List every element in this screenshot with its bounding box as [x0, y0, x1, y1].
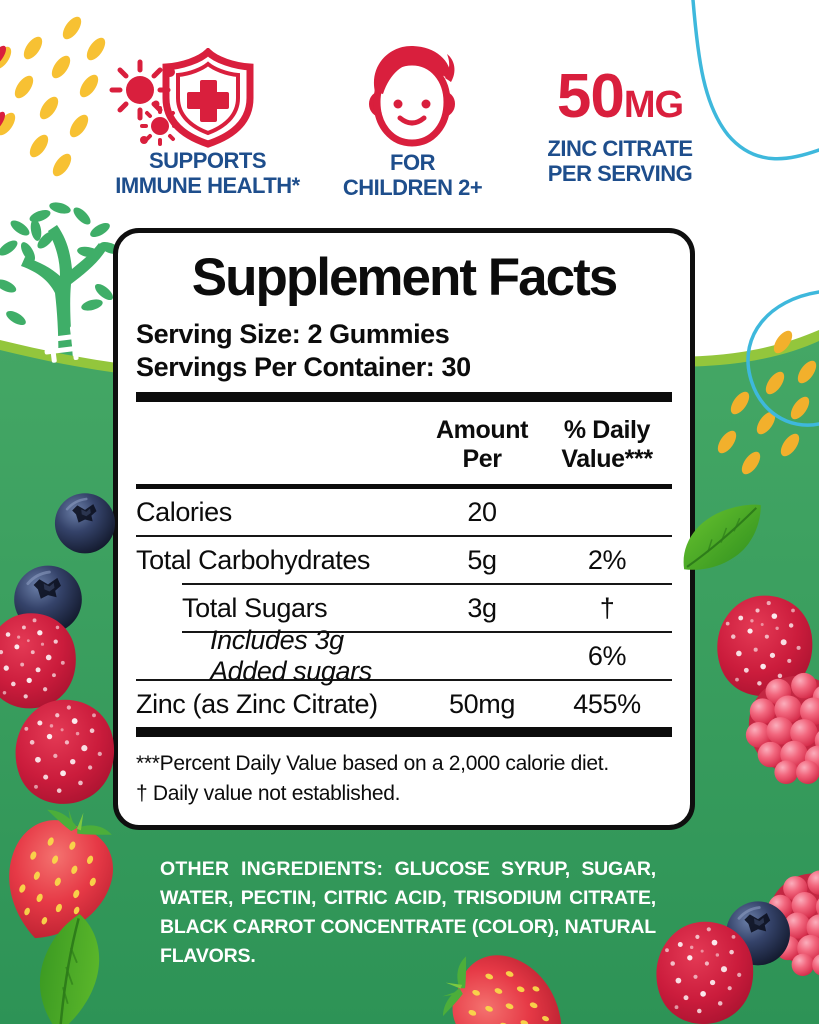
supplement-facts-panel: Supplement Facts Serving Size: 2 Gummies… — [113, 228, 695, 830]
dosage-amount: 50 — [556, 62, 625, 131]
divider-thin — [136, 535, 672, 537]
divider-thick-top — [136, 392, 672, 402]
panel-title: Supplement Facts — [191, 248, 618, 307]
footnote-dagger: † Daily value not established. — [136, 782, 401, 805]
footnotes: ***Percent Daily Value based on a 2,000 … — [136, 749, 672, 809]
divider-thin-indented — [182, 583, 672, 585]
other-ingredients: OTHER INGREDIENTS: GLUCOSE SYRUP, SUGAR,… — [160, 855, 656, 971]
divider-thin — [136, 679, 672, 681]
sugar-gummy-image — [656, 921, 754, 1024]
column-headers: Amount Per % Daily Value*** — [136, 402, 672, 484]
yellow-dots-right — [717, 330, 817, 475]
footnote-daily-value: ***Percent Daily Value based on a 2,000 … — [136, 752, 609, 775]
cyan-squiggle — [691, 0, 819, 427]
row-total-sugars: Total Sugars 3g † — [182, 592, 615, 623]
children-label-line1: FOR — [390, 150, 435, 175]
badge-immune: SUPPORTS IMMUNE HEALTH* — [100, 48, 315, 198]
column-amount: Amount Per — [435, 416, 529, 473]
column-daily-value: % Daily Value*** — [561, 416, 653, 473]
divider-heavy-header — [136, 484, 672, 489]
row-zinc: Zinc (as Zinc Citrate) 50mg 455% — [136, 688, 641, 719]
fence-icon — [43, 325, 107, 363]
immune-label-line2: IMMUNE HEALTH* — [115, 173, 300, 198]
servings-per-container: Servings Per Container: 30 — [136, 352, 471, 382]
dosage-label-line1: ZINC CITRATE — [547, 136, 693, 161]
child-face-icon — [369, 45, 455, 147]
immune-label-line1: SUPPORTS — [148, 148, 267, 173]
badge-children: FOR CHILDREN 2+ — [320, 42, 505, 200]
red-dashes-left — [0, 45, 7, 133]
serving-size: Serving Size: 2 Gummies — [136, 319, 450, 349]
row-calories: Calories 20 — [136, 496, 497, 527]
children-label-line2: CHILDREN 2+ — [342, 175, 483, 200]
row-total-carbohydrates: Total Carbohydrates 5g 2% — [136, 544, 627, 575]
divider-thick-bottom — [136, 727, 672, 737]
yellow-dots-top-left — [0, 16, 106, 177]
raspberry-image — [745, 672, 819, 785]
badge-dosage: 50MG ZINC CITRATE PER SERVING — [525, 66, 715, 187]
other-ingredients-text: GLUCOSE SYRUP, SUGAR, WATER, PECTIN, CIT… — [160, 858, 656, 967]
row-added-sugars: Includes 3g Added sugars 6% — [210, 625, 627, 686]
dosage-label-line2: PER SERVING — [547, 161, 693, 186]
dosage-unit: MG — [623, 84, 684, 126]
divider-thin-indented — [182, 631, 672, 633]
dosage-headline: 50MG — [525, 66, 715, 128]
shield-immune-icon — [109, 48, 254, 148]
blueberry-image — [53, 491, 117, 555]
other-ingredients-label: OTHER INGREDIENTS: — [160, 858, 384, 880]
